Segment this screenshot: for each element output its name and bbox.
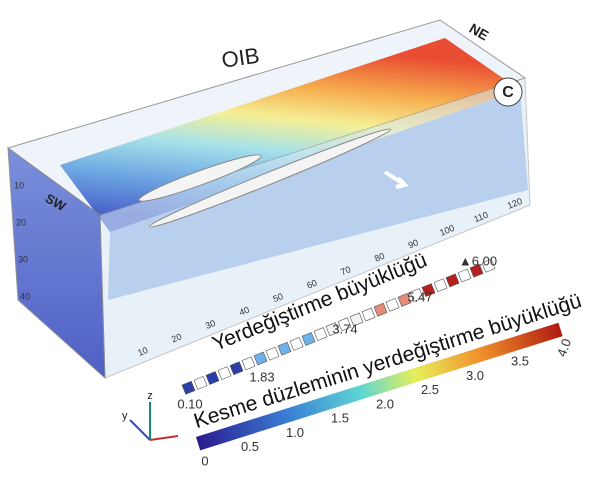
axis-tick: 10: [14, 180, 24, 190]
colorbar-cell: [374, 303, 387, 316]
colorbar-cell: [194, 376, 207, 389]
axis-tick: 20: [16, 217, 26, 227]
colorbar-tick: 3.0: [466, 368, 484, 383]
axis-tick: 30: [18, 254, 28, 264]
colorbar-cell: [266, 347, 279, 360]
colorbar-cell: [362, 308, 375, 321]
colorbar-cell: [206, 371, 219, 384]
colorbar-cell: [290, 337, 303, 350]
colorbar-tick: 0: [201, 453, 208, 468]
axis-tick: 40: [20, 291, 30, 301]
c-label: C: [502, 84, 514, 101]
colorbar-cell: [302, 332, 315, 345]
colorbar-tick: ▲6.00: [459, 253, 497, 268]
colorbar-tick: 5.47: [407, 289, 432, 304]
oib-label: OIB: [220, 43, 261, 73]
colorbar-tick: 1.5: [331, 411, 349, 426]
colorbar-tick: 2.0: [376, 396, 394, 411]
colorbar-tick: 0.10: [177, 396, 202, 411]
triad: z y: [122, 390, 178, 440]
colorbar-cell: [230, 362, 243, 375]
colorbar-cell: [218, 367, 231, 380]
colorbar-cell: [278, 342, 291, 355]
colorbar-cell: [446, 274, 459, 287]
colorbar-cell: [254, 352, 267, 365]
colorbar-tick: 0.5: [241, 439, 259, 454]
colorbar-cell: [434, 279, 447, 292]
colorbar-tick: 1.0: [286, 425, 304, 440]
figure: OIB NE SW C Yerdeğiştirme büyüklüğü Kesm…: [0, 0, 603, 483]
colorbar-cell: [242, 357, 255, 370]
colorbar-tick: 1.83: [249, 369, 274, 384]
axis-y: y: [122, 410, 128, 422]
colorbar-cell: [182, 381, 195, 394]
colorbar-cell: [314, 328, 327, 341]
colorbar-tick: 4.0: [554, 337, 574, 359]
axis-z: z: [147, 390, 153, 402]
colorbar-cell: [458, 269, 471, 282]
colorbar-tick: 3.74: [332, 321, 357, 336]
colorbar-tick: 2.5: [421, 382, 439, 397]
colorbar-tick: 3.5: [511, 354, 529, 369]
ne-label: NE: [467, 20, 492, 44]
colorbar-cell: [386, 298, 399, 311]
